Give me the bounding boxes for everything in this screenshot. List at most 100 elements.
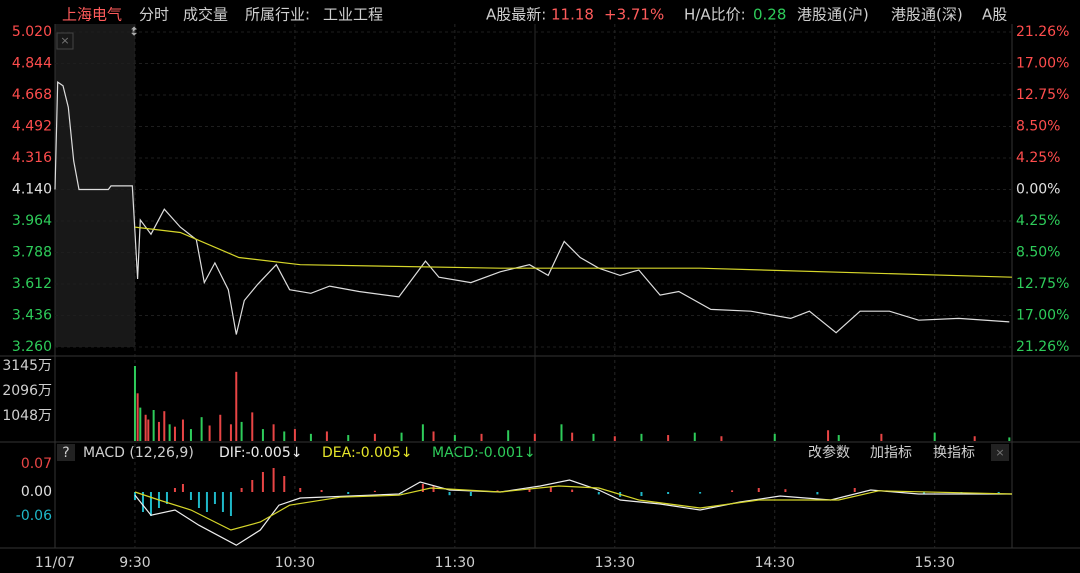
help-box[interactable] bbox=[57, 444, 75, 461]
bar bbox=[640, 433, 643, 441]
bar bbox=[144, 414, 147, 441]
bar bbox=[181, 419, 184, 441]
bar bbox=[973, 436, 976, 441]
bar bbox=[453, 435, 456, 441]
latest-label: A股最新: bbox=[486, 6, 546, 24]
bar bbox=[181, 484, 184, 492]
x-tick-label: 11/07 bbox=[35, 555, 75, 571]
bar bbox=[773, 433, 776, 441]
bar bbox=[173, 426, 176, 441]
bar bbox=[168, 424, 171, 441]
bar bbox=[693, 432, 696, 441]
bar bbox=[432, 431, 435, 441]
close-box[interactable] bbox=[56, 32, 74, 50]
bar bbox=[219, 414, 222, 441]
bar bbox=[235, 371, 238, 441]
y2-tick-label: 17.00% bbox=[1016, 56, 1069, 72]
latest-price: 11.18 bbox=[551, 6, 594, 24]
bar bbox=[221, 492, 224, 512]
bar bbox=[229, 424, 232, 441]
industry[interactable]: 工业工程 bbox=[323, 6, 383, 24]
y-tick-label: 3.260 bbox=[12, 339, 52, 355]
bar bbox=[592, 433, 595, 441]
bar bbox=[421, 484, 424, 492]
close-box[interactable] bbox=[991, 444, 1009, 461]
close-icon[interactable]: × bbox=[60, 34, 69, 47]
x-tick-label: 14:30 bbox=[755, 555, 795, 571]
bar bbox=[837, 435, 840, 441]
bar bbox=[251, 480, 254, 492]
bar bbox=[283, 431, 286, 441]
y2-tick-label: 0.00% bbox=[1016, 182, 1060, 198]
link[interactable]: 港股通(深) bbox=[891, 6, 963, 24]
y-tick-label: 4.844 bbox=[12, 56, 52, 72]
bar bbox=[261, 472, 264, 492]
bar bbox=[560, 424, 563, 441]
button[interactable]: 换指标 bbox=[933, 444, 975, 461]
bar bbox=[827, 430, 830, 441]
bar bbox=[309, 433, 312, 441]
bar bbox=[496, 490, 499, 492]
bar bbox=[163, 411, 166, 441]
bar bbox=[731, 490, 734, 492]
bar bbox=[528, 488, 531, 492]
y-tick-label: 4.140 bbox=[12, 182, 52, 198]
line bbox=[54, 80, 1010, 335]
bar bbox=[469, 492, 472, 496]
bar bbox=[149, 492, 152, 516]
bar bbox=[136, 393, 139, 441]
bar bbox=[923, 492, 926, 494]
ha-label: H/A比价: bbox=[684, 6, 746, 24]
y-tick-label: 3145万 bbox=[2, 358, 52, 374]
help[interactable]: ? bbox=[62, 445, 69, 461]
bar bbox=[597, 492, 600, 495]
close-icon[interactable]: × bbox=[995, 446, 1004, 459]
bar bbox=[667, 435, 670, 441]
bar bbox=[197, 492, 200, 508]
bar bbox=[283, 476, 286, 492]
bar bbox=[213, 492, 216, 504]
bar bbox=[933, 432, 936, 441]
bar bbox=[208, 425, 211, 441]
y2-tick-label: 8.50% bbox=[1016, 119, 1060, 135]
x-tick-label: 13:30 bbox=[595, 555, 635, 571]
tab[interactable]: 成交量 bbox=[183, 6, 228, 24]
y-tick-label: 0.00 bbox=[21, 484, 52, 500]
y-tick-label: 5.020 bbox=[12, 24, 52, 40]
y-tick-label: 3.964 bbox=[12, 213, 52, 229]
bar bbox=[240, 488, 243, 492]
bar bbox=[549, 487, 552, 492]
y-tick-label: 3.788 bbox=[12, 245, 52, 261]
y2-tick-label: 4.25% bbox=[1016, 213, 1060, 229]
bar bbox=[157, 421, 160, 441]
line bbox=[134, 479, 1012, 546]
link[interactable]: A股 bbox=[982, 6, 1007, 24]
bar bbox=[699, 492, 702, 494]
bar bbox=[432, 486, 435, 492]
bar bbox=[448, 492, 451, 496]
bar bbox=[299, 488, 302, 492]
y-tick-label: 2096万 bbox=[2, 383, 52, 399]
latest-change: +3.71% bbox=[604, 6, 664, 24]
y2-tick-label: 21.26% bbox=[1016, 24, 1069, 40]
y2-tick-label: 21.26% bbox=[1016, 339, 1069, 355]
bar bbox=[272, 424, 275, 441]
stock-name: 上海电气 bbox=[62, 6, 122, 24]
bar bbox=[757, 488, 760, 492]
button[interactable]: 加指标 bbox=[870, 445, 912, 461]
tab[interactable]: 分时 bbox=[139, 6, 169, 24]
y-tick-label: 4.668 bbox=[12, 87, 52, 103]
indicator-name[interactable]: MACD (12,26,9) bbox=[83, 445, 194, 461]
x-tick-label: 10:30 bbox=[275, 555, 315, 571]
bar bbox=[261, 429, 264, 441]
button[interactable]: 改参数 bbox=[808, 444, 850, 461]
bar bbox=[421, 424, 424, 441]
bar bbox=[533, 433, 536, 441]
bar bbox=[667, 492, 670, 494]
bar bbox=[173, 488, 176, 492]
bar bbox=[1008, 437, 1011, 441]
bar bbox=[325, 431, 328, 441]
y2-tick-label: 8.50% bbox=[1016, 244, 1060, 260]
link[interactable]: 港股通(沪) bbox=[797, 6, 869, 24]
